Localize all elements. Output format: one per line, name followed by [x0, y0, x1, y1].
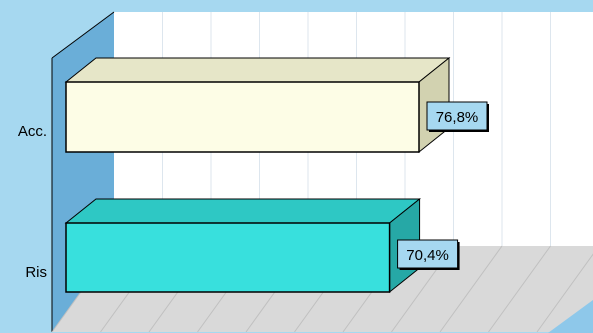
data-labels: 76,8% 70,4%: [397, 101, 489, 270]
floor-gridline: [488, 245, 551, 333]
data-label-box: [426, 101, 488, 131]
floor-corner: [548, 300, 593, 333]
bar-top-face: [64, 57, 451, 83]
data-label: 76,8%: [436, 109, 479, 126]
bar-top-face: [64, 198, 422, 224]
bar-front-face: [65, 222, 391, 293]
side-wall-top-edge: [51, 11, 115, 59]
bar-acc: [64, 56, 451, 154]
floor-gridline: [439, 245, 503, 333]
data-label: 70,4%: [406, 247, 449, 264]
category-label: Acc.: [18, 123, 47, 140]
category-label: Ris: [25, 264, 47, 281]
bar-ris: [64, 197, 422, 294]
data-label-box: [397, 239, 459, 269]
floor-gridline: [536, 253, 593, 333]
category-labels: Acc. Ris: [18, 123, 47, 281]
bar-front-face: [65, 81, 420, 153]
